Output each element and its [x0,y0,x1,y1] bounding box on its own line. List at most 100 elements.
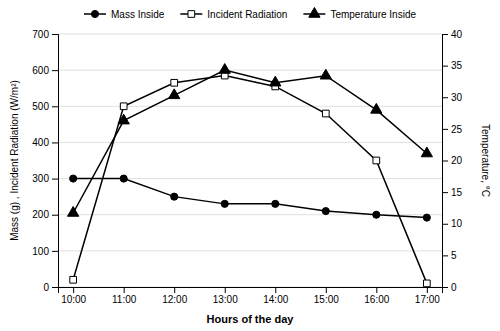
y2-tick-label: 15 [451,187,463,198]
axis-line [52,35,59,288]
y2-tick-label: 35 [451,60,463,71]
x-tick: 15:00 [314,287,339,305]
y2-tick-label: 0 [451,282,457,293]
x-tick-mark [174,287,175,293]
x-tick-mark [124,287,125,293]
y2-tick: 40 [442,29,463,40]
x-tick: 13:00 [213,287,238,305]
data-point [118,114,129,124]
y-tick-mark [52,287,58,288]
y-tick: 100 [32,246,58,257]
y-tick: 500 [32,101,58,112]
data-point [120,175,127,182]
y-axis-title: Mass (g) , Incident Radiation (W/m²) [9,80,20,241]
data-point [70,175,77,182]
data-point [270,76,281,86]
x-tick-label: 11:00 [112,294,137,305]
legend-symbol [309,7,320,17]
y-tick-label: 200 [32,209,49,220]
y-tick-label: 100 [32,246,49,257]
y2-tick: 25 [442,124,463,135]
data-point [320,69,331,79]
y2-tick: 0 [442,282,457,293]
y-tick: 0 [43,282,58,293]
y2-tick: 20 [442,155,463,166]
y2-tick-mark [442,66,448,67]
series-line [73,76,427,284]
y2-tick-label: 5 [451,250,457,261]
y2-tick-mark [442,97,448,98]
marks [68,64,433,287]
y-tick-label: 0 [43,282,49,293]
y2-tick-label: 30 [451,92,463,103]
x-tick-mark [427,287,428,293]
x-tick-mark [376,287,377,293]
y2-tick: 10 [442,218,463,229]
x-tick: 16:00 [364,287,389,305]
data-point [171,79,178,86]
y-tick-label: 500 [32,101,49,112]
y2-tick: 5 [442,250,457,261]
x-tick-mark [326,287,327,293]
data-point [219,64,230,74]
y2-tick-mark [442,192,448,193]
x-tick: 10:00 [61,287,86,305]
x-tick: 12:00 [162,287,187,305]
legend-item: Incident Radiation [180,9,287,20]
grid-line [58,250,442,251]
data-point [221,200,228,207]
y-tick: 400 [32,137,58,148]
y-tick: 200 [32,209,58,220]
x-axis-title: Hours of the day [207,313,295,325]
y2-tick-mark [442,255,448,256]
data-point [70,276,77,283]
legend-label: Temperature Inside [330,9,416,20]
axis-line [59,288,443,294]
y-tick-mark [52,251,58,252]
y2-tick-mark [442,161,448,162]
y-tick-mark [52,179,58,180]
legend-item: Temperature Inside [303,7,416,19]
data-point [421,147,432,157]
y-tick-mark [52,142,58,143]
y2-axis-title: Temperature, °C [480,124,491,197]
data-point [68,206,79,216]
data-point [169,89,180,99]
x-tick-label: 14:00 [263,294,288,305]
y2-tick: 35 [442,60,463,71]
x-tick-label: 17:00 [415,294,440,305]
y-tick-label: 400 [32,137,49,148]
axis-line [443,35,449,288]
y2-tick-label: 40 [451,29,463,40]
y2-tick-label: 25 [451,124,463,135]
legend: Mass Inside Incident Radiation Temperature… [84,7,416,19]
x-tick-mark [225,287,226,293]
chart: 10:00 11:00 12:00 13:00 14:00 15:00 16:00 17:00… [0,0,500,331]
y-tick-label: 300 [32,173,49,184]
x-tick-label: 10:00 [61,294,86,305]
data-point [423,214,430,221]
x-tick-mark [73,287,74,293]
y-tick-mark [52,70,58,71]
y2-tick-label: 20 [451,155,463,166]
data-point [171,193,178,200]
legend-label: Incident Radiation [207,9,287,20]
legend-symbol [91,10,98,17]
x-tick: 14:00 [263,287,288,305]
y2-tick-mark [442,287,448,288]
data-point [322,208,329,215]
y-tick-label: 600 [32,65,49,76]
y-tick-label: 700 [32,29,49,40]
y-tick-mark [52,34,58,35]
y2-axis: 0 5 10 15 20 25 30 35 40 [442,29,463,293]
legend-item: Mass Inside [84,9,165,20]
grid-line [58,106,442,107]
y-tick-mark [52,215,58,216]
grid-line [58,70,442,71]
x-tick-label: 13:00 [213,294,238,305]
x-tick-label: 16:00 [364,294,389,305]
y2-tick: 30 [442,92,463,103]
data-point [272,200,279,207]
y2-tick: 15 [442,187,463,198]
data-point [423,280,430,287]
